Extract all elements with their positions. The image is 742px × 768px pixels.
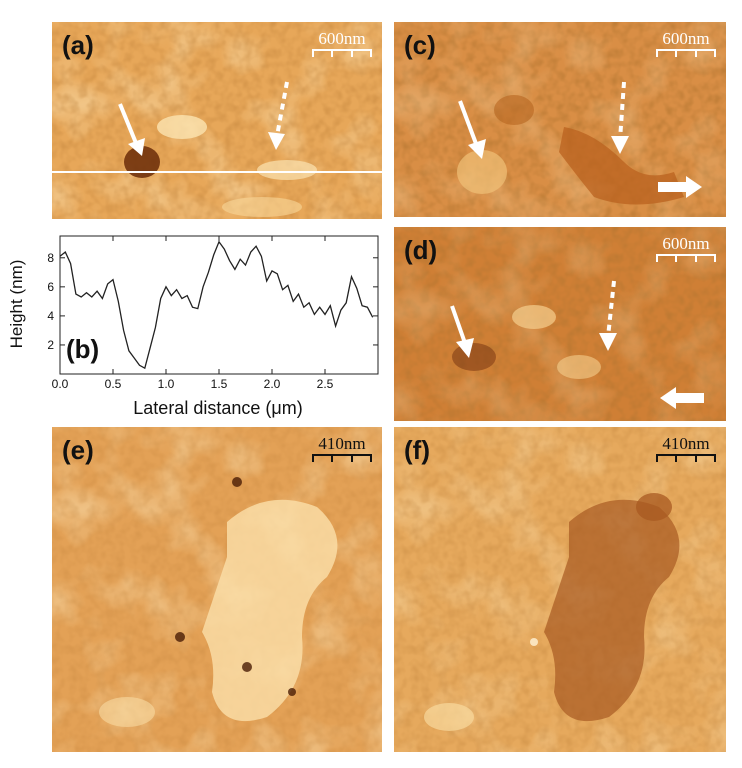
- scale-bar-a: 600nm: [312, 29, 372, 57]
- x-tick-label: 1.5: [211, 377, 228, 391]
- x-tick-label: 2.5: [317, 377, 334, 391]
- solid-arrow-icon: [458, 100, 486, 159]
- panel-a-label: (a): [62, 30, 94, 60]
- x-tick-label: 0.0: [52, 377, 69, 391]
- afm-topography-a: [52, 22, 382, 219]
- panel-e-height-image: (e) 410nm: [52, 427, 382, 752]
- scan-direction-left-arrow-icon: [660, 387, 704, 409]
- x-tick-label: 2.0: [264, 377, 281, 391]
- scale-bar-d-text: 600nm: [662, 234, 710, 253]
- x-tick-label: 0.5: [105, 377, 122, 391]
- dashed-arrow-icon: [268, 81, 289, 150]
- afm-topography-e: [52, 427, 382, 752]
- dashed-arrow-icon: [611, 81, 629, 154]
- afm-phase-d: [394, 227, 726, 421]
- scale-bar-a-text: 600nm: [318, 29, 366, 48]
- scale-bar-c: 600nm: [656, 29, 716, 57]
- panel-c-label: (c): [404, 30, 436, 60]
- y-axis-title: Height (nm): [7, 260, 26, 349]
- panel-e-label: (e): [62, 435, 94, 465]
- y-tick-label: 2: [47, 338, 54, 352]
- x-tick-label: 1.0: [158, 377, 175, 391]
- y-tick-label: 8: [47, 251, 54, 265]
- panel-f-label: (f): [404, 435, 430, 465]
- solid-arrow-icon: [118, 103, 145, 156]
- panel-c-phase-image: (c) 600nm: [394, 22, 726, 217]
- panel-f-phase-image: (f) 410nm: [394, 427, 726, 752]
- panel-d-label: (d): [404, 235, 438, 265]
- afm-phase-f: [394, 427, 726, 752]
- chart-b-axes: 0.0 0.5 1.0 1.5 2.0 2.5 2 4 6 8: [47, 235, 379, 391]
- panel-a-height-image: (a) 600nm: [52, 22, 382, 219]
- y-tick-label: 4: [47, 309, 54, 323]
- dashed-arrow-icon: [599, 280, 617, 351]
- scale-bar-f-text: 410nm: [662, 434, 710, 453]
- scale-bar-f: 410nm: [656, 434, 716, 462]
- scale-bar-d: 600nm: [656, 234, 716, 262]
- height-profile-line: [59, 240, 374, 370]
- scale-bar-e: 410nm: [312, 434, 372, 462]
- solid-arrow-icon: [450, 305, 474, 358]
- scale-bar-e-text: 410nm: [318, 434, 366, 453]
- panel-b-label: (b): [66, 334, 99, 364]
- panel-b-height-profile-chart: 0.0 0.5 1.0 1.5 2.0 2.5 2 4 6 8 Height (nm) Later…: [7, 235, 379, 418]
- scale-bar-c-text: 600nm: [662, 29, 710, 48]
- scan-direction-right-arrow-icon: [658, 176, 702, 198]
- y-tick-label: 6: [47, 280, 54, 294]
- x-axis-title: Lateral distance (μm): [133, 398, 302, 418]
- panel-d-phase-image: (d) 600nm: [394, 227, 726, 421]
